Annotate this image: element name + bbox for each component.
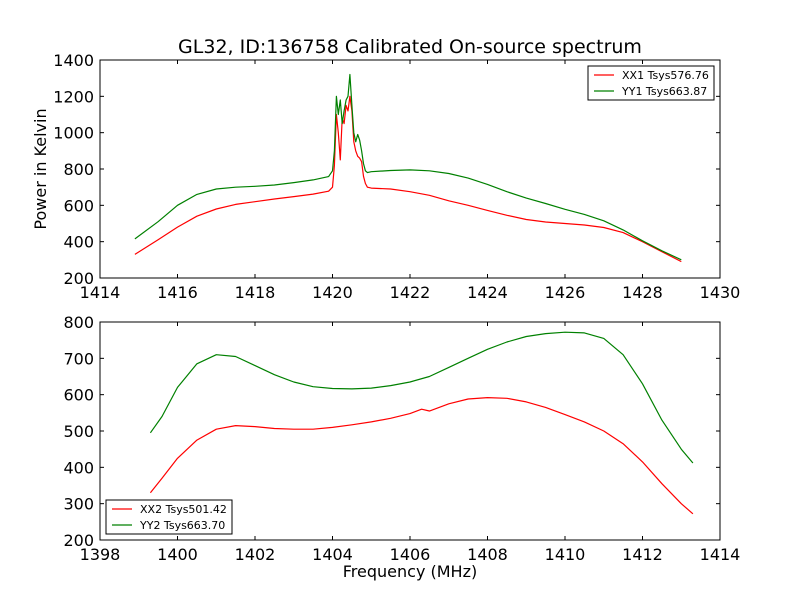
x-tick-label: 1430 (700, 283, 741, 302)
legend-entry: XX1 Tsys576.76 (622, 69, 709, 82)
chart-title: GL32, ID:136758 Calibrated On-source spe… (178, 36, 642, 58)
y-tick-label: 400 (63, 233, 94, 252)
x-tick-label: 1428 (622, 283, 663, 302)
y-tick-label: 1400 (53, 51, 94, 70)
y-axis-label: Power in Kelvin (31, 108, 50, 229)
plot-2: 1398 1400 1402 1404 1406 1408 1410 1412 1414 200 3… (63, 313, 740, 581)
x-tick-label: 1422 (390, 283, 431, 302)
series-line-2 (134, 73, 682, 261)
series-line-2 (149, 331, 694, 464)
y-tick-label: 600 (63, 196, 94, 215)
y-tick-label: 1200 (53, 87, 94, 106)
y-tick-label: 800 (63, 160, 94, 179)
legend-entry: XX2 Tsys501.42 (140, 503, 227, 516)
y-tick-label: 500 (63, 422, 94, 441)
x-tick-label: 1402 (235, 545, 276, 564)
legend-entry: YY1 Tsys663.87 (621, 85, 707, 98)
x-tick-label: 1416 (157, 283, 198, 302)
x-tick-label: 1400 (157, 545, 198, 564)
legend-box (105, 499, 233, 535)
x-tick-label: 1414 (700, 545, 741, 564)
x-tick-label: 1418 (235, 283, 276, 302)
series-line-1 (149, 397, 694, 515)
x-tick-label: 1426 (545, 283, 586, 302)
x-axis-label: Frequency (MHz) (343, 562, 477, 581)
x-tick-label: 1420 (312, 283, 353, 302)
x-tick-label: 1404 (312, 545, 353, 564)
y-tick-label: 300 (63, 495, 94, 514)
y-tick-label: 700 (63, 349, 94, 368)
legend: XX1 Tsys576.76 YY1 Tsys663.87 (587, 65, 715, 101)
y-tick-label: 800 (63, 313, 94, 332)
y-tick-label: 600 (63, 386, 94, 405)
x-tick-label: 1398 (80, 545, 121, 564)
y-tick-label: 200 (63, 269, 94, 288)
y-tick-label: 400 (63, 458, 94, 477)
legend-entry: YY2 Tsys663.70 (139, 519, 225, 532)
x-tick-label: 1406 (390, 545, 431, 564)
plot-1: 1414 1416 1418 1420 1422 1424 1426 1428 1430 200 4… (31, 51, 740, 302)
legend-box (587, 65, 715, 101)
legend: XX2 Tsys501.42 YY2 Tsys663.70 (105, 499, 233, 535)
x-tick-label: 1412 (622, 545, 663, 564)
y-tick-label: 1000 (53, 124, 94, 143)
x-tick-label: 1408 (467, 545, 508, 564)
x-tick-label: 1424 (467, 283, 508, 302)
y-tick-label: 200 (63, 531, 94, 550)
x-tick-label: 1414 (80, 283, 121, 302)
series-line-1 (134, 95, 682, 263)
x-tick-label: 1410 (545, 545, 586, 564)
